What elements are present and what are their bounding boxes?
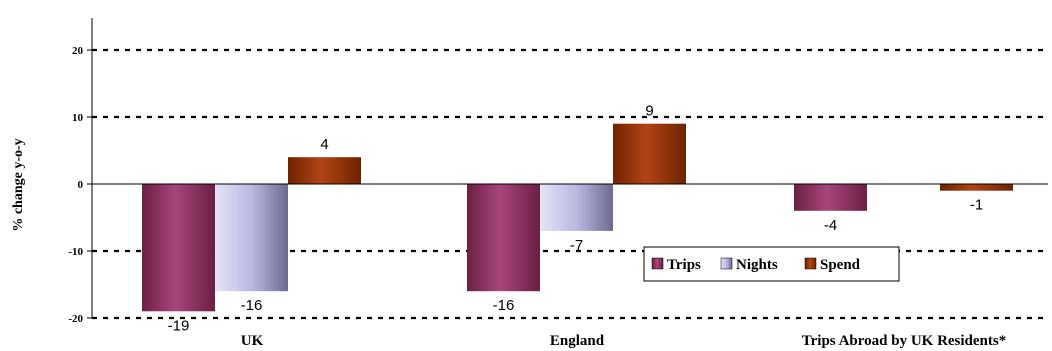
bar-trips bbox=[794, 184, 867, 211]
legend-label-spend: Spend bbox=[820, 257, 861, 273]
y-tick-label: 20 bbox=[72, 45, 84, 57]
data-label: 4 bbox=[320, 136, 328, 153]
bar-trips bbox=[467, 184, 540, 292]
data-label: -1 bbox=[970, 197, 983, 214]
legend-swatch-spend bbox=[804, 257, 817, 270]
data-label: -16 bbox=[241, 297, 263, 314]
legend-swatch-trips bbox=[651, 257, 664, 270]
legend-box bbox=[643, 246, 900, 282]
bar-spend bbox=[940, 184, 1013, 191]
category-label: Trips Abroad by UK Residents* bbox=[802, 333, 1007, 349]
y-tick-labels: 20 10 0 -10 -20 bbox=[68, 45, 83, 325]
legend-label-trips: Trips bbox=[667, 257, 701, 273]
legend-label-nights: Nights bbox=[736, 257, 778, 273]
data-label: -19 bbox=[168, 317, 190, 334]
bar-trips bbox=[142, 184, 215, 312]
y-tick-label: 10 bbox=[72, 112, 84, 124]
y-tick-label: -20 bbox=[68, 313, 83, 325]
axes bbox=[87, 18, 1048, 319]
data-labels: -19 -16 -4 -16 -7 4 9 -1 bbox=[168, 103, 984, 335]
bars bbox=[142, 123, 1013, 312]
category-labels: UK England Trips Abroad by UK Residents* bbox=[241, 333, 1007, 349]
y-tick-label: 0 bbox=[78, 179, 84, 191]
data-label: 9 bbox=[645, 103, 653, 120]
y-axis-label: % change y-o-y bbox=[11, 138, 26, 231]
data-label: -7 bbox=[570, 237, 583, 254]
bar-spend bbox=[613, 123, 686, 184]
data-label: -4 bbox=[824, 217, 837, 234]
y-tick-label: -10 bbox=[68, 246, 83, 258]
bar-spend bbox=[288, 157, 361, 184]
bar-nights bbox=[215, 184, 288, 292]
legend-swatch-nights bbox=[720, 257, 733, 270]
legend: Trips Nights Spend bbox=[643, 246, 900, 282]
category-label: UK bbox=[241, 333, 264, 349]
data-label: -16 bbox=[493, 297, 515, 314]
bar-nights bbox=[540, 184, 613, 231]
category-label: England bbox=[550, 333, 605, 349]
